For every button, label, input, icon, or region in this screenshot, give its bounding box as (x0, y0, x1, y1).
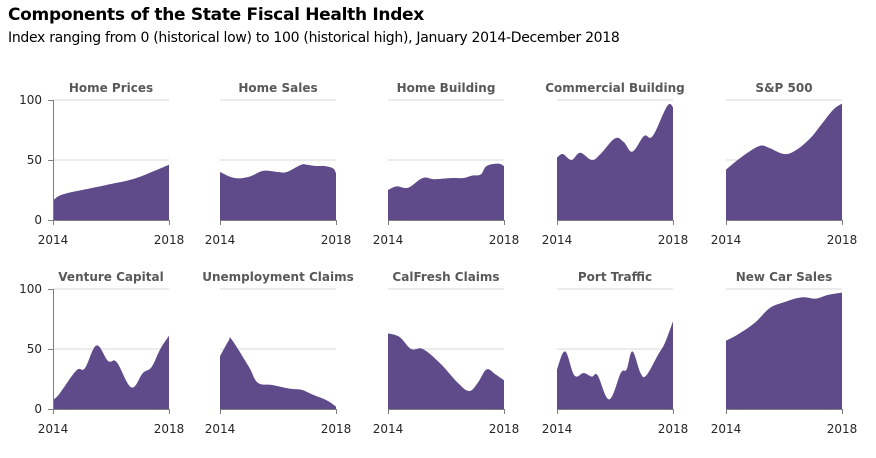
x-tick-label: 2018 (154, 422, 185, 436)
chart-panel: Port Traffic 2014 2018 (542, 270, 689, 436)
area-series (220, 164, 336, 220)
area-series (53, 335, 169, 409)
x-tick-label: 2014 (205, 422, 236, 436)
chart-panel: Unemployment Claims 2014 2018 (202, 270, 354, 436)
x-tick-label: 2014 (711, 422, 742, 436)
x-tick-label: 2018 (658, 233, 689, 247)
x-tick-label: 2014 (373, 422, 404, 436)
x-tick-label: 2018 (658, 422, 689, 436)
panel-title: Port Traffic (578, 270, 652, 284)
chart-panel: Commercial Building 2014 2018 (542, 81, 689, 247)
area-series (557, 103, 673, 220)
x-tick-label: 2014 (542, 233, 573, 247)
x-tick-label: 2018 (827, 233, 858, 247)
x-tick-label: 2018 (489, 422, 520, 436)
chart-panel: Home Sales 2014 2018 (205, 81, 352, 247)
chart-subtitle: Index ranging from 0 (historical low) to… (8, 30, 620, 46)
x-tick-label: 2014 (205, 233, 236, 247)
x-tick-label: 2018 (154, 233, 185, 247)
x-tick-label: 2018 (321, 422, 352, 436)
chart-panel: Home Prices 2014 2018 0 50 100 (19, 81, 184, 247)
panel-title: Home Building (397, 81, 496, 95)
x-tick-label: 2014 (38, 233, 69, 247)
area-series (53, 164, 169, 220)
panel-title: S&P 500 (755, 81, 812, 95)
panel-title: Commercial Building (545, 81, 684, 95)
panel-title: CalFresh Claims (392, 270, 499, 284)
x-tick-label: 2014 (38, 422, 69, 436)
panel-title: Venture Capital (58, 270, 163, 284)
chart-panel: Venture Capital 2014 2018 0 50 100 (19, 270, 184, 436)
y-tick-label: 50 (27, 153, 42, 167)
panel-title: Unemployment Claims (202, 270, 354, 284)
panel-title: Home Sales (238, 81, 317, 95)
y-tick-label: 0 (34, 213, 42, 227)
y-tick-label: 100 (19, 93, 42, 107)
panel-title: Home Prices (69, 81, 153, 95)
chart-panel: CalFresh Claims 2014 2018 (373, 270, 520, 436)
area-series (388, 333, 504, 409)
x-tick-label: 2014 (711, 233, 742, 247)
chart-panel: Home Building 2014 2018 (373, 81, 520, 247)
panel-title: New Car Sales (736, 270, 833, 284)
x-tick-label: 2018 (321, 233, 352, 247)
x-tick-label: 2014 (542, 422, 573, 436)
area-series (557, 321, 673, 409)
area-series (388, 163, 504, 220)
y-tick-label: 0 (34, 402, 42, 416)
y-tick-label: 50 (27, 342, 42, 356)
area-series (726, 292, 842, 409)
y-tick-label: 100 (19, 282, 42, 296)
chart-panel: S&P 500 2014 2018 (711, 81, 858, 247)
x-tick-label: 2014 (373, 233, 404, 247)
chart-panel: New Car Sales 2014 2018 (711, 270, 858, 436)
area-series (726, 103, 842, 220)
chart-title: Components of the State Fiscal Health In… (8, 5, 424, 25)
area-series (220, 336, 336, 409)
x-tick-label: 2018 (827, 422, 858, 436)
x-tick-label: 2018 (489, 233, 520, 247)
